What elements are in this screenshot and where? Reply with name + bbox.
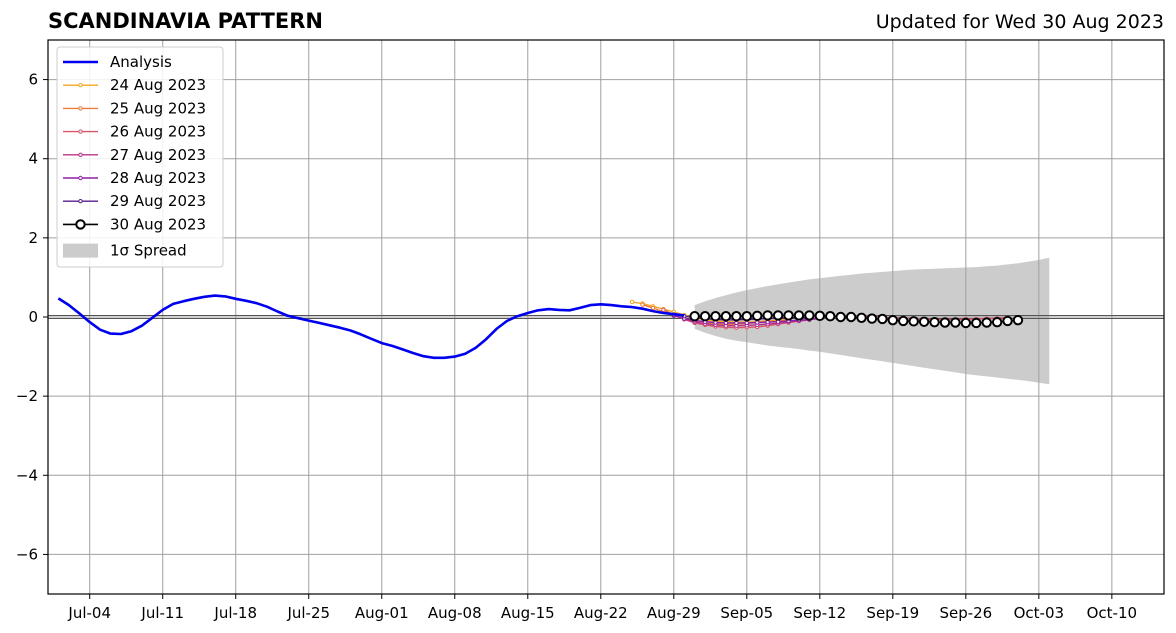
x-tick-label: Aug-29 [647,604,701,622]
latest-forecast-point [887,314,899,326]
latest-forecast-point [929,316,940,328]
forecast-point [640,302,645,307]
latest-forecast-point [710,311,721,322]
y-axis: −6 −4 −2 0 2 4 6 [16,71,48,563]
x-tick-label: Aug-22 [574,604,628,622]
latest-forecast-point [793,310,805,321]
legend-label-forecast: 24 Aug 2023 [110,76,206,94]
y-tick-label: −2 [16,387,38,405]
latest-forecast-point [814,310,826,322]
legend-swatch-spread [63,243,98,258]
latest-forecast-point [971,317,982,329]
x-tick-label: Jul-11 [140,604,184,622]
latest-forecast-point [991,316,1003,328]
legend-marker-forecast [78,83,83,88]
latest-forecast-point [825,311,836,322]
latest-forecast-point [720,311,732,322]
latest-forecast-point [918,316,930,327]
legend-label-forecast: 29 Aug 2023 [110,192,206,210]
x-tick-label: Oct-10 [1087,604,1137,622]
legend-marker-forecast [78,175,83,181]
y-tick-label: 4 [28,150,38,168]
legend: Analysis 24 Aug 2023 25 Aug 2023 26 Aug 202… [56,46,224,268]
forecast-point [661,307,666,313]
x-tick-label: Aug-01 [355,604,409,622]
x-tick-label: Sep-19 [866,604,919,622]
legend-marker-forecast [78,106,83,111]
latest-forecast-point [752,310,763,322]
y-tick-label: 6 [28,71,38,89]
x-tick-label: Jul-18 [213,604,257,622]
x-tick-label: Sep-05 [720,604,773,622]
legend-marker-forecast [78,152,83,158]
main-forecast-layer [689,310,1024,329]
latest-forecast-point [699,311,711,322]
forecast-point [755,320,760,325]
forecast-point [744,320,750,326]
latest-forecast-point [950,317,961,328]
latest-forecast-point [898,315,909,327]
latest-forecast-point [1002,315,1013,327]
legend-label-analysis: Analysis [110,53,172,71]
latest-forecast-point [772,310,784,321]
analysis-line [57,294,685,360]
legend-label-forecast: 30 Aug 2023 [110,215,206,233]
legend-label-forecast: 25 Aug 2023 [110,99,206,117]
legend-marker-forecast [78,129,83,134]
y-tick-label: 2 [28,229,38,247]
legend-label-forecast: 27 Aug 2023 [110,146,206,164]
x-tick-label: Jul-04 [67,604,111,622]
x-tick-label: Aug-08 [428,604,482,622]
legend-label-forecast: 26 Aug 2023 [110,123,206,141]
y-tick-label: 0 [28,308,38,326]
latest-forecast-point [877,313,888,325]
latest-forecast-point [804,310,815,321]
latest-forecast-point [689,311,700,322]
latest-forecast-point [856,312,867,323]
y-tick-label: −6 [16,545,38,563]
legend-label-forecast: 28 Aug 2023 [110,169,206,187]
forecast-point [765,319,770,325]
legend-marker-forecast [75,219,86,230]
x-tick-label: Aug-15 [501,604,555,622]
forecast-line-1 [632,301,789,323]
latest-forecast-point [762,310,773,321]
y-tick-label: −4 [16,466,38,484]
forecast-point [650,305,656,311]
legend-marker-forecast [78,199,83,204]
x-tick-label: Oct-03 [1014,604,1064,622]
latest-forecast-point [741,311,753,322]
forecast-point [629,299,635,305]
x-tick-label: Sep-12 [793,604,846,622]
x-tick-label: Sep-26 [939,604,992,622]
x-axis: Jul-04 Jul-11 Jul-18 Jul-25 Aug-01 Aug-08 Aug-… [67,594,1137,622]
latest-forecast-point [783,310,794,321]
latest-forecast-point [939,317,951,328]
latest-forecast-point [960,317,972,329]
latest-forecast-point [981,317,992,328]
analysis-layer [57,294,685,360]
latest-forecast-point [908,316,919,327]
chart-title: SCANDINAVIA PATTERN [48,9,323,33]
latest-forecast-point [866,313,878,324]
latest-forecast-point [731,311,742,322]
latest-forecast-point [1012,314,1024,326]
latest-forecast-point [845,311,857,323]
legend-label-spread: 1σ Spread [110,242,187,260]
x-tick-label: Jul-25 [286,604,330,622]
latest-forecast-point [835,311,846,323]
legend-box [56,46,224,268]
updated-date: Updated for Wed 30 Aug 2023 [875,11,1164,33]
